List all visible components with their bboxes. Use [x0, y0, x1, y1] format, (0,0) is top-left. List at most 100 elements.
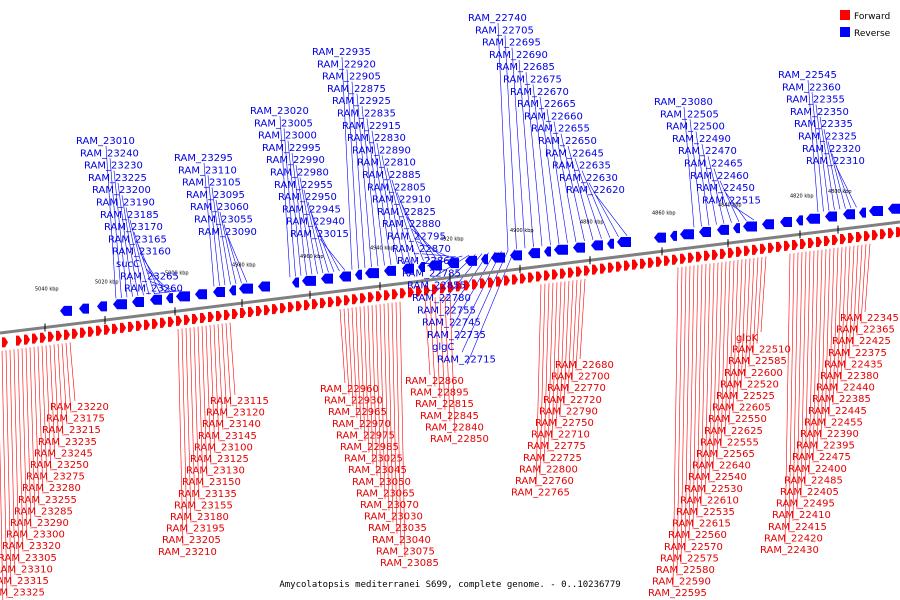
reverse-gene-label: RAM_22320	[802, 144, 861, 155]
forward-leader-line	[567, 280, 574, 394]
forward-leader-line	[812, 250, 819, 463]
forward-gene-label: RAM_22430	[760, 545, 819, 556]
forward-leader-line	[680, 266, 687, 565]
reverse-gene-label: RAM_22795	[387, 232, 446, 243]
reverse-gene-label: RAM_22545	[778, 70, 837, 81]
forward-gene-label: RAM_22420	[764, 533, 823, 544]
reverse-gene-label: RAM_23170	[104, 222, 163, 233]
forward-gene-label: RAM_23250	[30, 460, 89, 471]
forward-leader-line	[692, 264, 699, 530]
forward-gene-label: RAM_23210	[158, 547, 217, 558]
forward-gene-arrow	[880, 229, 886, 240]
reverse-gene-label: RAM_22450	[696, 183, 755, 194]
forward-gene-arrow	[296, 301, 302, 312]
forward-leader-line	[13, 349, 20, 564]
forward-gene-arrow	[504, 275, 510, 286]
forward-leader-line	[0, 439, 4, 600]
reverse-leader-line	[291, 152, 307, 276]
reverse-gene-arrow	[229, 285, 236, 296]
reverse-leader-line	[219, 212, 237, 284]
reverse-gene-label: RAM_22690	[489, 50, 548, 61]
forward-gene-label: RAM_22710	[531, 430, 590, 441]
reverse-gene-arrow	[554, 244, 568, 255]
reverse-gene-arrow	[806, 213, 820, 224]
tick-label: 4880 kbp	[580, 219, 604, 225]
reverse-leader-line	[707, 156, 725, 224]
forward-gene-arrow	[144, 319, 150, 330]
reverse-leader-line	[386, 167, 411, 263]
reverse-gene-arrow	[418, 262, 425, 273]
reverse-gene-label: RAM_22515	[702, 195, 761, 206]
forward-gene-label: RAM_22790	[539, 406, 598, 417]
forward-gene-label: RAM_22850	[430, 434, 489, 445]
reverse-leader-line	[411, 228, 444, 259]
forward-gene-arrow	[152, 318, 158, 329]
forward-gene-label: RAM_22385	[812, 394, 871, 405]
forward-gene-label: RAM_23140	[202, 419, 261, 430]
forward-gene-arrow	[472, 279, 478, 290]
forward-gene-label: RAM_22435	[824, 359, 883, 370]
forward-gene-arrow	[248, 307, 254, 318]
reverse-gene-label: RAM_23020	[250, 106, 309, 117]
reverse-leader-line	[153, 290, 183, 294]
forward-gene-label: RAM_22930	[324, 396, 383, 407]
reverse-gene-label: RAM_22350	[790, 107, 849, 118]
forward-leader-line	[820, 249, 827, 440]
forward-gene-arrow	[624, 260, 630, 271]
forward-leader-line	[383, 303, 390, 511]
reverse-gene-arrow	[510, 250, 522, 261]
reverse-leader-line	[695, 131, 710, 226]
reverse-leader-line	[421, 253, 457, 258]
reverse-gene-arrow	[591, 240, 603, 251]
reverse-gene-arrow	[843, 209, 855, 220]
forward-gene-arrow	[600, 263, 606, 274]
forward-gene-label: RAM_23040	[372, 535, 431, 546]
reverse-gene-label: RAM_22500	[666, 122, 725, 133]
forward-leader-line	[856, 244, 863, 336]
forward-gene-arrow	[192, 313, 198, 324]
forward-leader-line	[740, 258, 747, 391]
forward-gene-label: RAM_22700	[551, 372, 610, 383]
reverse-gene-label: RAM_23260	[124, 284, 183, 295]
forward-gene-arrow	[712, 249, 718, 260]
forward-gene-arrow	[736, 246, 742, 257]
forward-gene-arrow	[2, 337, 8, 348]
reverse-gene-label: RAM_23185	[100, 210, 159, 221]
forward-gene-arrow	[744, 245, 750, 256]
forward-gene-label: RAM_22445	[808, 406, 867, 417]
forward-gene-arrow	[264, 305, 270, 316]
forward-leader-line	[696, 264, 703, 518]
forward-leader-line	[229, 322, 236, 396]
forward-gene-arrow	[784, 240, 790, 251]
forward-gene-label: RAM_23315	[0, 576, 49, 587]
reverse-leader-line	[295, 165, 313, 275]
reverse-leader-line	[719, 180, 740, 222]
reverse-gene-label: RAM_22780	[412, 293, 471, 304]
forward-leader-line	[371, 305, 378, 476]
forward-gene-label: RAM_22560	[668, 530, 727, 541]
reverse-gene-arrow	[573, 242, 585, 253]
reverse-gene-arrow	[869, 205, 883, 216]
reverse-leader-line	[346, 69, 359, 269]
forward-leader-line	[864, 243, 871, 313]
forward-leader-line	[728, 260, 735, 425]
forward-gene-label: RAM_23280	[22, 483, 81, 494]
forward-gene-label: RAM_22975	[336, 430, 395, 441]
forward-leader-line	[804, 251, 811, 487]
reverse-gene-label: RAM_22460	[690, 171, 749, 182]
forward-gene-label: RAM_23030	[364, 512, 423, 523]
forward-gene-arrow	[272, 304, 278, 315]
forward-gene-label: RAM_22530	[684, 484, 743, 495]
forward-gene-label: RAM_23125	[190, 454, 249, 465]
forward-gene-label: RAM_23075	[376, 546, 435, 557]
reverse-gene-label: RAM_22940	[286, 217, 345, 228]
forward-gene-arrow	[544, 270, 550, 281]
reverse-gene-label: RAM_22355	[786, 95, 845, 106]
forward-leader-line	[700, 263, 707, 507]
forward-gene-arrow	[304, 300, 310, 311]
forward-leader-line	[676, 266, 683, 576]
forward-leader-line	[41, 345, 48, 483]
forward-gene-label: RAM_23320	[2, 541, 61, 552]
forward-gene-label: RAM_23290	[10, 518, 69, 529]
forward-leader-line	[547, 282, 554, 452]
